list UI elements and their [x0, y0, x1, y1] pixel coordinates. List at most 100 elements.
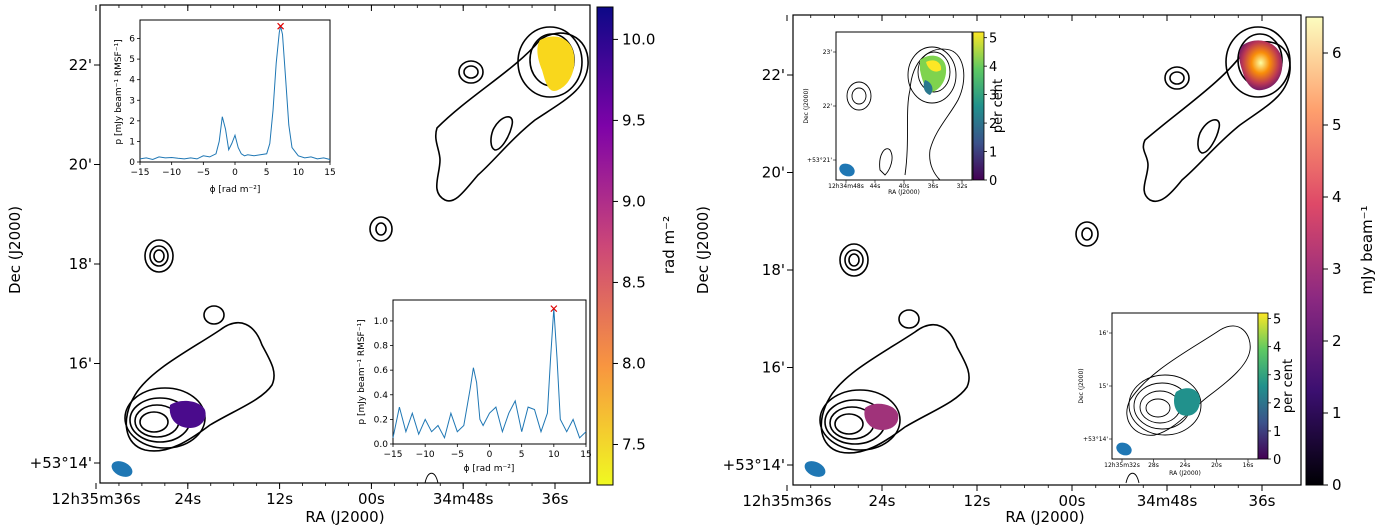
inset-y-tick-label: 4 — [129, 76, 135, 86]
x-tick-label: 34m48s — [433, 490, 494, 508]
contour-comp-c-3 — [153, 249, 165, 263]
colorbar-tick-label: 0 — [1332, 476, 1342, 494]
r-contour-southern-lobe-outer — [820, 323, 970, 454]
peak-x-marker — [550, 305, 558, 313]
colorbar-tick-label: 7.5 — [622, 435, 646, 453]
inset-polfrac-south: 12h35m32s 28s 24s 20s 16s +53°14' 15' 16' 0 1 2 3 4 5… — [1078, 312, 1296, 477]
x-tick-label: 00s — [1059, 492, 1086, 510]
y-tick-label: 18' — [762, 261, 785, 279]
inset4-polfrac-patch — [1174, 388, 1200, 416]
inset-y-tick-label: 0.8 — [374, 342, 389, 352]
colorbar-tick-label: 9.5 — [622, 111, 646, 129]
intensity-south-patch — [864, 403, 899, 430]
left-y-tick-labels: +53°14' 16' 18' 20' 22' — [30, 56, 100, 472]
inset-x-tick-label: 24s — [1180, 462, 1191, 469]
inset-colorbar-tick-label: 2 — [989, 117, 997, 132]
inset-y-tick-label: 0.2 — [374, 415, 388, 425]
inset-x-tick-label: 12h34m48s — [828, 183, 864, 190]
inset-colorbar-tick-label: 1 — [1273, 425, 1281, 440]
inset-y-tick-label: 2 — [129, 117, 135, 127]
inset-y-tick-label: 1 — [129, 137, 135, 147]
inset3-comp-2 — [851, 87, 867, 105]
rm-south-patch — [169, 400, 206, 428]
peak-x-marker — [277, 22, 285, 30]
inset-colorbar-tick-label: 3 — [989, 89, 997, 104]
r-contour-south-4 — [834, 413, 864, 435]
inset-x-tick-label: −5 — [451, 450, 464, 460]
inset3-contour-1 — [907, 46, 957, 104]
left-xlabel: RA (J2000) — [305, 508, 384, 526]
inset1-peak-marker — [277, 22, 285, 30]
left-ylabel: Dec (J2000) — [6, 206, 24, 294]
inset3-beam — [839, 163, 855, 177]
inset-x-tick-label: −10 — [162, 168, 181, 178]
right-colorbar-label: mJy beam⁻¹ — [1358, 205, 1376, 294]
inset4-frame — [1111, 312, 1259, 460]
inset-y-tick-label: 1.0 — [374, 317, 389, 327]
y-tick-label: 18' — [69, 255, 92, 273]
right-axes-frame — [792, 14, 1302, 486]
inset-x-tick-label: 20s — [1211, 462, 1222, 469]
inset4-xlabel: RA (J2000) — [1169, 470, 1201, 477]
inset-colorbar-tick-label: 0 — [1273, 453, 1281, 468]
y-tick-label: +53°14' — [30, 454, 92, 472]
inset-colorbar-tick-label: 5 — [989, 32, 997, 47]
right-colorbar-ticks: 0 1 2 3 4 5 6 — [1323, 44, 1342, 494]
inset-x-tick-label: 15 — [324, 168, 335, 178]
inset-x-tick-label: 15 — [580, 450, 591, 460]
inset-colorbar-tick-label: 3 — [1273, 369, 1281, 384]
inset3-tick-labels: 12h34m48s 44s 40s 36s 32s +53°21' 22' 23' 0 1 2 3 4 5 — [807, 32, 997, 190]
colorbar-tick-label: 6 — [1332, 44, 1342, 62]
inset1-ylabel: p [mJy beam⁻¹ RMSF⁻¹] — [114, 39, 124, 144]
inset4-tick-labels: 12h35m32s 28s 24s 20s 16s +53°14' 15' 16' 0 1 2 3 4 5 — [1083, 313, 1281, 469]
right-colorbar — [1305, 16, 1324, 486]
inset3-frame — [835, 31, 973, 181]
inset-y-tick-label: +53°21' — [807, 157, 832, 164]
contour-comp-c-2 — [149, 245, 169, 267]
x-tick-label: 36s — [542, 490, 569, 508]
colorbar-tick-label: 10.0 — [622, 30, 655, 48]
y-tick-label: 22' — [762, 66, 785, 84]
inset4-contour-1 — [1128, 374, 1202, 436]
y-tick-label: 22' — [69, 56, 92, 74]
y-tick-label: 20' — [69, 156, 92, 174]
inset-x-tick-label: −15 — [384, 450, 403, 460]
inset3-ylabel: Dec (J2000) — [803, 88, 810, 123]
colorbar-tick-label: 2 — [1332, 332, 1342, 350]
r-contour-comp-a-1 — [1164, 66, 1190, 90]
inset-x-tick-label: 10 — [293, 168, 305, 178]
contour-comp-b-2 — [375, 222, 387, 236]
contour-comp-a-1 — [458, 60, 484, 84]
inset-y-tick-label: 23' — [823, 49, 833, 56]
right-panel: 12h35m36s 24s 12s 00s 34m48s 36s +53°14' 16' 18… — [694, 14, 1376, 526]
inset4-colorbar — [1257, 312, 1269, 460]
inset-x-tick-label: 5 — [264, 168, 270, 178]
inset-faraday-spectrum-north: −15 −10 −5 0 5 10 15 0 1 2 3 4 5 6 ϕ [rad m⁻²] p [mJy… — [114, 19, 336, 195]
inset-y-tick-label: 0.0 — [374, 440, 389, 450]
inset-x-tick-label: 12h35m32s — [1104, 462, 1140, 469]
left-axes-frame — [99, 4, 591, 484]
x-tick-label: 12h35m36s — [51, 490, 140, 508]
inset3-contour-outer — [904, 48, 965, 181]
r-contour-north-knot — [1197, 119, 1221, 154]
inset3-polfrac-low — [923, 80, 933, 95]
contour-bottom-edge — [424, 472, 439, 484]
inset2-peak-marker — [550, 305, 558, 313]
inset2-ylabel: p [mJy beam⁻¹ RMSF⁻¹] — [357, 319, 367, 424]
inset3-polfrac-high — [926, 60, 942, 72]
inset4-colorbar-label: per cent — [1281, 359, 1296, 413]
r-contour-comp-d — [898, 309, 920, 329]
left-colorbar — [596, 6, 614, 486]
colorbar-tick-label: 8.0 — [622, 354, 646, 372]
inset-y-tick-label: 3 — [129, 96, 135, 106]
inset-colorbar-tick-label: 1 — [989, 146, 997, 161]
x-tick-label: 12h35m36s — [742, 492, 831, 510]
contour-south-4 — [139, 411, 169, 433]
inset-x-tick-label: −5 — [197, 168, 210, 178]
contour-northern-lobe-outer — [434, 32, 589, 202]
inset-x-tick-label: 40s — [899, 183, 910, 190]
left-beam-ellipse — [111, 461, 133, 477]
right-xlabel: RA (J2000) — [1005, 508, 1084, 526]
inset-y-tick-label: 15' — [1099, 383, 1109, 390]
colorbar-tick-label: 8.5 — [622, 273, 646, 291]
